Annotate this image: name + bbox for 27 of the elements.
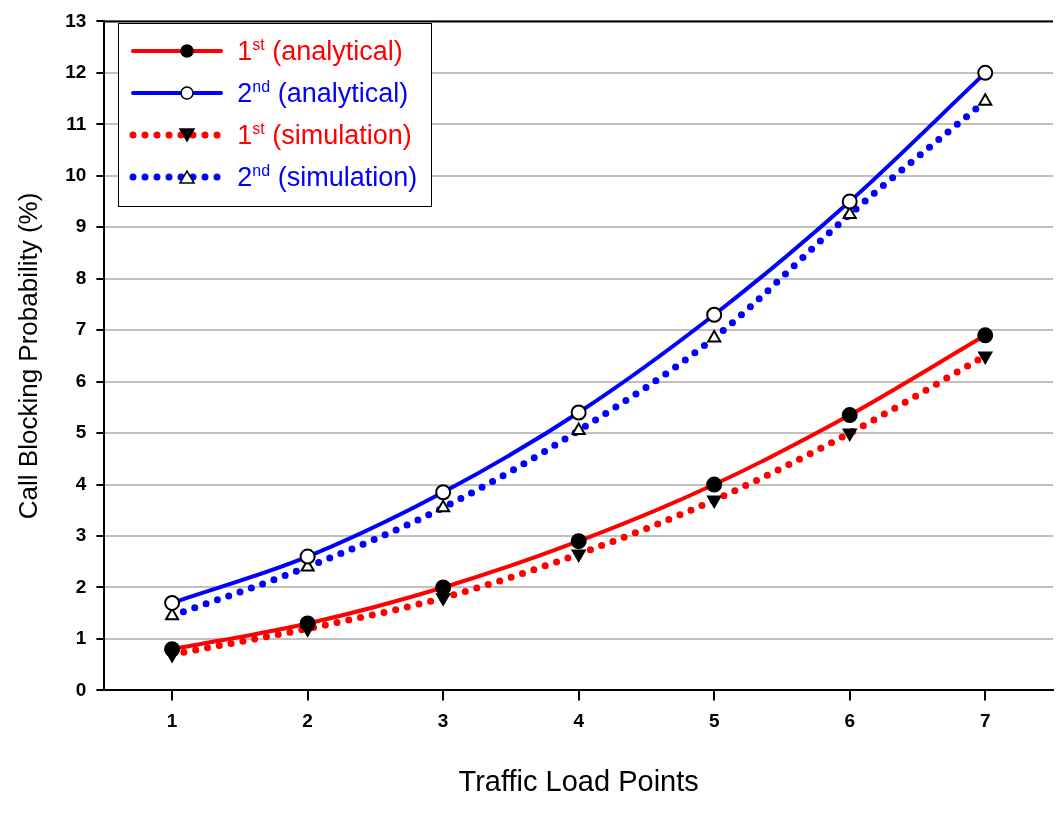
x-tick-label: 3 (437, 710, 449, 732)
y-tick-label: 12 (65, 61, 87, 83)
y-tick-label: 13 (65, 9, 87, 31)
y-tick-label: 8 (75, 266, 87, 288)
y-tick-label: 5 (75, 421, 87, 443)
y-tick-label: 7 (75, 318, 87, 340)
y-tick-label: 0 (75, 678, 87, 700)
y-tick-label: 9 (75, 215, 87, 237)
y-tick-label: 11 (66, 112, 87, 134)
x-tick-label: 5 (708, 710, 720, 732)
y-tick-label: 1 (75, 627, 87, 649)
x-tick-label: 6 (844, 710, 855, 732)
x-tick-label: 7 (979, 710, 991, 732)
legend-label: 2$^{nd}$ (analytical) (237, 77, 409, 109)
legend-label: 1$^{st}$ (simulation) (237, 119, 412, 151)
x-tick-label: 4 (573, 710, 585, 732)
x-tick-label: 2 (302, 710, 313, 732)
y-tick-label: 2 (75, 575, 87, 597)
y-axis-title: Call Blocking Probability (%) (12, 192, 43, 520)
x-tick-label: 1 (166, 710, 178, 732)
legend-label: 1$^{st}$ (analytical) (237, 35, 403, 67)
y-tick-label: 6 (75, 369, 87, 391)
x-axis-title: Traffic Load Points (458, 764, 699, 797)
y-tick-label: 10 (65, 164, 87, 186)
legend-label: 2$^{nd}$ (simulation) (237, 161, 418, 193)
y-tick-label: 3 (75, 524, 87, 546)
y-tick-label: 4 (75, 472, 87, 494)
